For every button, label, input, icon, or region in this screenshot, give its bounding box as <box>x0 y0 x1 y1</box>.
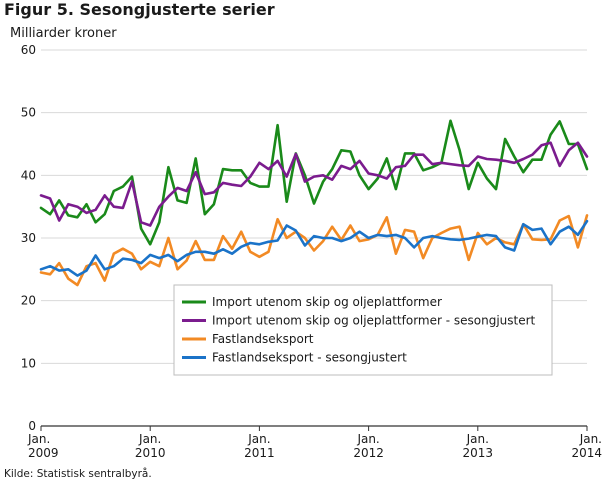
legend: Import utenom skip og oljeplattformer Imp… <box>173 284 553 376</box>
y-tick-label: 20 <box>21 294 36 308</box>
x-tick-label-year: 2013 <box>463 446 494 460</box>
legend-label-1: Import utenom skip og oljeplattformer <box>212 295 442 309</box>
x-tick-label-year: 2014 <box>571 446 602 460</box>
x-tick-label-month: Jan. <box>247 432 270 446</box>
source-note: Kilde: Statistisk sentralbyrå. <box>4 468 152 480</box>
y-tick-label: 40 <box>21 168 36 182</box>
y-tick-label: 10 <box>21 356 36 370</box>
x-tick-label-year: 2010 <box>135 446 166 460</box>
series-lines <box>39 119 589 287</box>
x-tick-label-month: Jan. <box>356 432 379 446</box>
legend-label-4: Fastlandseksport - sesongjustert <box>212 351 407 365</box>
series-line-3 <box>39 214 589 287</box>
legend-label-3: Fastlandseksport <box>212 332 314 346</box>
legend-label-2: Import utenom skip og oljeplattformer - … <box>212 314 536 328</box>
x-tick-label-month: Jan. <box>579 432 602 446</box>
legend-box <box>173 284 553 376</box>
y-tick-label: 0 <box>28 419 36 433</box>
series-line-2 <box>39 141 589 227</box>
x-tick-label-month: Jan. <box>27 432 50 446</box>
series-line-4 <box>39 219 589 277</box>
x-axis-ticks: Jan.2009Jan.2010Jan.2011Jan.2012Jan.2013… <box>27 426 602 460</box>
chart-title: Figur 5. Sesongjusterte serier <box>4 0 275 19</box>
series-line-1 <box>39 119 589 246</box>
y-tick-label: 50 <box>21 106 36 120</box>
x-tick-label-year: 2012 <box>353 446 384 460</box>
x-tick-label-year: 2009 <box>28 446 59 460</box>
y-axis-label: Milliarder kroner <box>10 26 117 41</box>
y-axis-ticks: 0 10 20 30 40 50 60 <box>21 43 36 433</box>
x-tick-label-month: Jan. <box>138 432 161 446</box>
x-tick-label-month: Jan. <box>466 432 489 446</box>
x-tick-label-year: 2011 <box>244 446 275 460</box>
y-tick-label: 60 <box>21 43 36 57</box>
y-tick-label: 30 <box>21 231 36 245</box>
